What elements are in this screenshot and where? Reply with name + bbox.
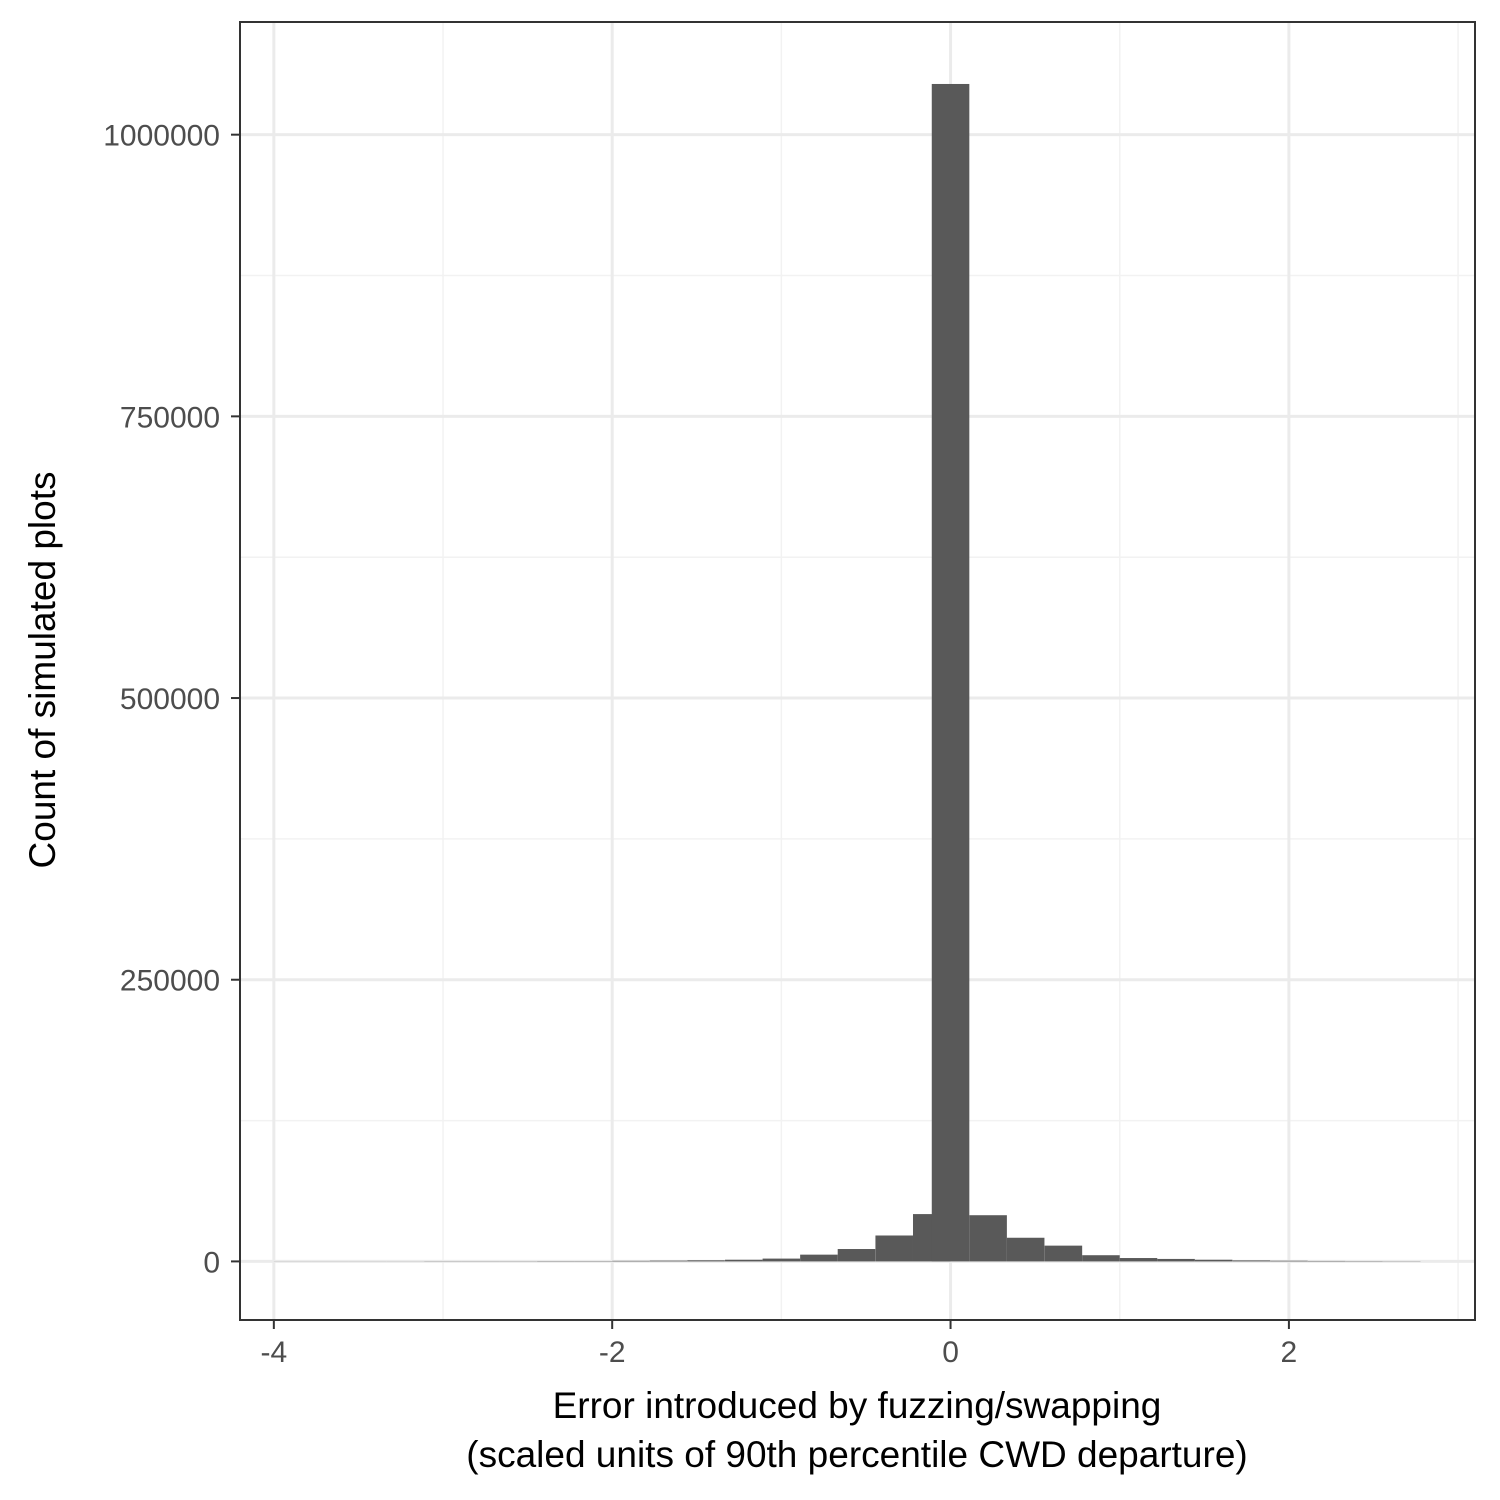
histogram-bar (1157, 1258, 1195, 1262)
x-tick-label: -4 (260, 1336, 287, 1369)
histogram-bar (1232, 1260, 1271, 1262)
x-tick-label: -2 (599, 1336, 626, 1369)
x-tick-label: 2 (1281, 1336, 1298, 1369)
histogram-bar (725, 1259, 763, 1262)
histogram-bar (837, 1249, 876, 1262)
histogram-bar (1082, 1255, 1120, 1262)
histogram-bar (969, 1215, 1007, 1262)
histogram-bar (1194, 1259, 1233, 1262)
x-tick-label: 0 (942, 1336, 959, 1369)
histogram-bar (931, 83, 970, 1262)
histogram-bar (1270, 1260, 1308, 1262)
y-axis-title: Count of simulated plots (22, 472, 63, 869)
y-tick-label: 250000 (120, 965, 220, 998)
histogram-bar (1044, 1245, 1083, 1262)
y-tick-label: 0 (203, 1246, 220, 1279)
histogram-bars (273, 83, 1421, 1262)
histogram-bar (612, 1260, 650, 1262)
x-axis-title-line2: (scaled units of 90th percentile CWD dep… (466, 1434, 1247, 1475)
y-tick-label: 500000 (120, 683, 220, 716)
axes: -4 -2 0 2 0 250000 500000 750000 1000000 (103, 120, 1297, 1369)
grid-lines (240, 22, 1475, 1320)
histogram-bar (1006, 1237, 1045, 1262)
panel-border (239, 21, 1476, 1321)
y-tick-label: 1000000 (103, 120, 220, 153)
histogram-bar (687, 1260, 725, 1262)
histogram-bar (875, 1235, 913, 1262)
histogram-bar (800, 1254, 838, 1262)
histogram-bar (649, 1260, 688, 1262)
y-tick-label: 750000 (120, 401, 220, 434)
x-axis-title-line1: Error introduced by fuzzing/swapping (553, 1385, 1162, 1426)
histogram-bar (762, 1258, 801, 1262)
histogram-bar (1119, 1258, 1158, 1262)
